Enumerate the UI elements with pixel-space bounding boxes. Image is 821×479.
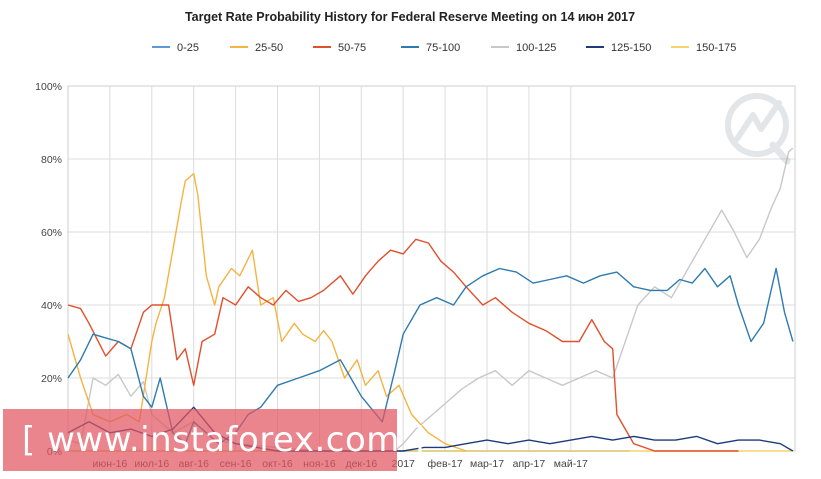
legend-item-75-100[interactable]: 75-100 bbox=[401, 42, 460, 54]
y-axis: 0%20%40%60%80%100% bbox=[35, 81, 62, 458]
legend-label: 125-150 bbox=[611, 42, 651, 54]
y-tick-label: 100% bbox=[35, 81, 62, 93]
legend: 0-25 25-50 50-75 75-100 100-125 125-150 150-17… bbox=[152, 42, 736, 54]
watermark-banner bbox=[3, 409, 397, 471]
series-line-100-125 bbox=[67, 147, 794, 452]
legend-item-125-150[interactable]: 125-150 bbox=[586, 42, 651, 54]
x-tick-label: фев-17 bbox=[428, 458, 463, 470]
chart-title: Target Rate Probability History for Fede… bbox=[185, 10, 635, 24]
legend-item-50-75[interactable]: 50-75 bbox=[313, 42, 366, 54]
y-tick-label: 20% bbox=[41, 373, 62, 385]
series-line-75-100 bbox=[67, 267, 794, 445]
legend-item-0-25[interactable]: 0-25 bbox=[152, 42, 199, 54]
x-tick-label: апр-17 bbox=[513, 458, 546, 470]
logo-icon bbox=[725, 93, 791, 165]
legend-item-100-125[interactable]: 100-125 bbox=[491, 42, 556, 54]
x-tick-label: 2017 bbox=[392, 458, 416, 470]
legend-item-25-50[interactable]: 25-50 bbox=[230, 42, 283, 54]
plot-border bbox=[67, 85, 796, 452]
x-tick-label: май-17 bbox=[554, 458, 588, 470]
series-line-25-50 bbox=[67, 172, 467, 452]
series-line-50-75 bbox=[67, 238, 739, 452]
legend-label: 100-125 bbox=[516, 42, 556, 54]
legend-label: 50-75 bbox=[338, 42, 366, 54]
x-tick-label: мар-17 bbox=[470, 458, 504, 470]
legend-label: 75-100 bbox=[426, 42, 460, 54]
y-tick-label: 80% bbox=[41, 154, 62, 166]
plot-lines bbox=[67, 147, 794, 452]
watermark-text: [ www.instaforex.com ] bbox=[22, 420, 425, 460]
legend-label: 0-25 bbox=[177, 42, 199, 54]
legend-label: 25-50 bbox=[255, 42, 283, 54]
grid bbox=[67, 85, 796, 452]
y-tick-label: 40% bbox=[41, 300, 62, 312]
legend-item-150-175[interactable]: 150-175 bbox=[671, 42, 736, 54]
y-tick-label: 60% bbox=[41, 227, 62, 239]
legend-label: 150-175 bbox=[696, 42, 736, 54]
